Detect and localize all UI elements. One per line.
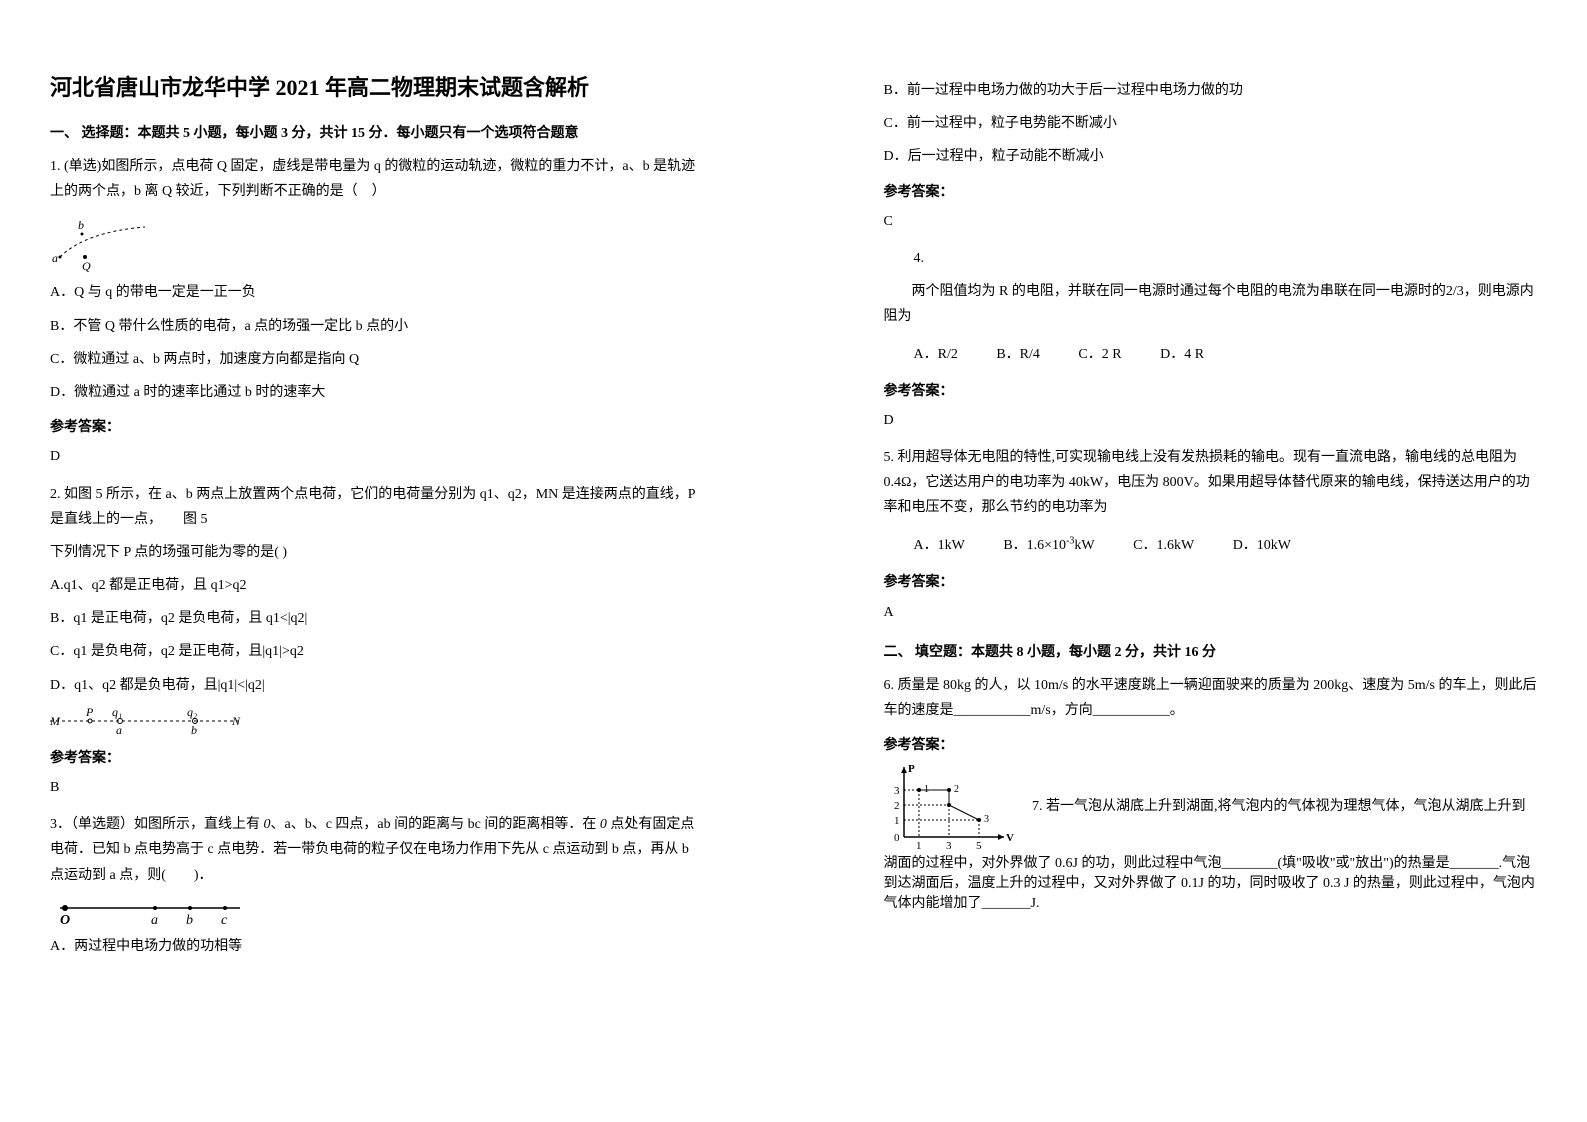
q5-stem: 5. 利用超导体无电阻的特性,可实现输电线上没有发热损耗的输电。现有一直流电路，…: [884, 445, 1538, 521]
q1-optC: C．微粒通过 a、b 两点时，加速度方向都是指向 Q: [50, 347, 704, 372]
q7-num: 7.: [1032, 800, 1043, 815]
q6-answer-label: 参考答案：: [884, 733, 1538, 758]
svg-text:1: 1: [894, 815, 900, 827]
svg-text:P: P: [908, 763, 915, 775]
q2-figure: M P q₁ a q₂ b N: [50, 706, 250, 736]
svg-text:O: O: [60, 913, 70, 926]
svg-text:q₁: q₁: [112, 706, 122, 719]
svg-text:1: 1: [916, 840, 922, 852]
q3-answer-label: 参考答案：: [884, 180, 1538, 205]
q3-optB: B．前一过程中电场力做的功大于后一过程中电场力做的功: [884, 78, 1538, 103]
q3-optA: A．两过程中电场力做的功相等: [50, 934, 704, 959]
svg-text:V: V: [1006, 832, 1014, 844]
svg-text:b: b: [78, 218, 84, 232]
q2-stem: 2. 如图 5 所示，在 a、b 两点上放置两个点电荷，它们的电荷量分别为 q1…: [50, 482, 704, 532]
q3-answer: C: [884, 209, 1538, 234]
q2-optA: A.q1、q2 都是正电荷，且 q1>q2: [50, 573, 704, 598]
q5-answer-label: 参考答案：: [884, 570, 1538, 595]
q6-stem: 6. 质量是 80kg 的人，以 10m/s 的水平速度跳上一辆迎面驶来的质量为…: [884, 673, 1538, 723]
svg-text:b: b: [191, 723, 197, 736]
svg-text:N: N: [231, 714, 241, 728]
svg-text:3: 3: [894, 785, 900, 797]
svg-text:a: a: [52, 251, 58, 265]
q2-answer: B: [50, 775, 704, 800]
q1-answer-label: 参考答案：: [50, 415, 704, 440]
svg-text:P: P: [85, 706, 94, 719]
q1-figure: Q a b: [50, 212, 170, 272]
svg-text:a: a: [151, 913, 158, 926]
svg-text:Q: Q: [82, 259, 91, 272]
svg-text:a: a: [116, 723, 122, 736]
q2-optB: B．q1 是正电荷，q2 是负电荷，且 q1<|q2|: [50, 606, 704, 631]
q4-num: 4.: [884, 246, 1538, 271]
q1-optD: D．微粒通过 a 时的速率比通过 b 时的速率大: [50, 380, 704, 405]
svg-text:2: 2: [954, 784, 959, 795]
q3-optC: C．前一过程中，粒子电势能不断减小: [884, 111, 1538, 136]
q2-sub: 下列情况下 P 点的场强可能为零的是( ): [50, 540, 704, 565]
q4-answer: D: [884, 408, 1538, 433]
svg-text:M: M: [50, 714, 61, 728]
svg-text:q₂: q₂: [187, 706, 197, 719]
svg-text:0: 0: [894, 832, 900, 844]
svg-text:2: 2: [894, 800, 900, 812]
svg-text:b: b: [186, 913, 193, 926]
q2-answer-label: 参考答案：: [50, 746, 704, 771]
q2-optC: C．q1 是负电荷，q2 是正电荷，且|q1|>q2: [50, 639, 704, 664]
q4-options: A．R/2 B．R/4 C．2 R D．4 R: [884, 342, 1538, 367]
svg-text:5: 5: [976, 840, 982, 852]
section2-header: 二、 填空题：本题共 8 小题，每小题 2 分，共计 16 分: [884, 641, 1538, 661]
svg-text:3: 3: [984, 814, 989, 825]
q5-answer: A: [884, 600, 1538, 625]
document-title: 河北省唐山市龙华中学 2021 年高二物理期末试题含解析: [50, 70, 704, 102]
q1-stem: 1. (单选)如图所示，点电荷 Q 固定，虚线是带电量为 q 的微粒的运动轨迹，…: [50, 154, 704, 204]
q4-stem: 两个阻值均为 R 的电阻，并联在同一电源时通过每个电阻的电流为串联在同一电源时的…: [884, 279, 1538, 329]
svg-text:3: 3: [946, 840, 952, 852]
q7-block: V P 0 1 2 3 1 3 5 1 2 3 7. 若一气: [884, 762, 1538, 912]
q1-optA: A．Q 与 q 的带电一定是一正一负: [50, 280, 704, 305]
section1-header: 一、 选择题：本题共 5 小题，每小题 3 分，共计 15 分．每小题只有一个选…: [50, 122, 704, 142]
q1-optB: B．不管 Q 带什么性质的电荷，a 点的场强一定比 b 点的小: [50, 314, 704, 339]
svg-text:c: c: [221, 913, 228, 926]
q3-optD: D．后一过程中，粒子动能不断减小: [884, 144, 1538, 169]
q4-answer-label: 参考答案：: [884, 379, 1538, 404]
q2-optD: D．q1、q2 都是负电荷，且|q1|<|q2|: [50, 673, 704, 698]
q7-chart: V P 0 1 2 3 1 3 5 1 2 3: [884, 762, 1014, 852]
q3-figure: O a b c: [50, 896, 250, 926]
q1-answer: D: [50, 444, 704, 469]
q3-stem: 3．（单选题）如图所示，直线上有 0、a、b、c 四点，ab 间的距离与 bc …: [50, 812, 704, 888]
q5-options: A．1kW B．1.6×10-3kW C．1.6kW D．10kW: [884, 533, 1538, 559]
